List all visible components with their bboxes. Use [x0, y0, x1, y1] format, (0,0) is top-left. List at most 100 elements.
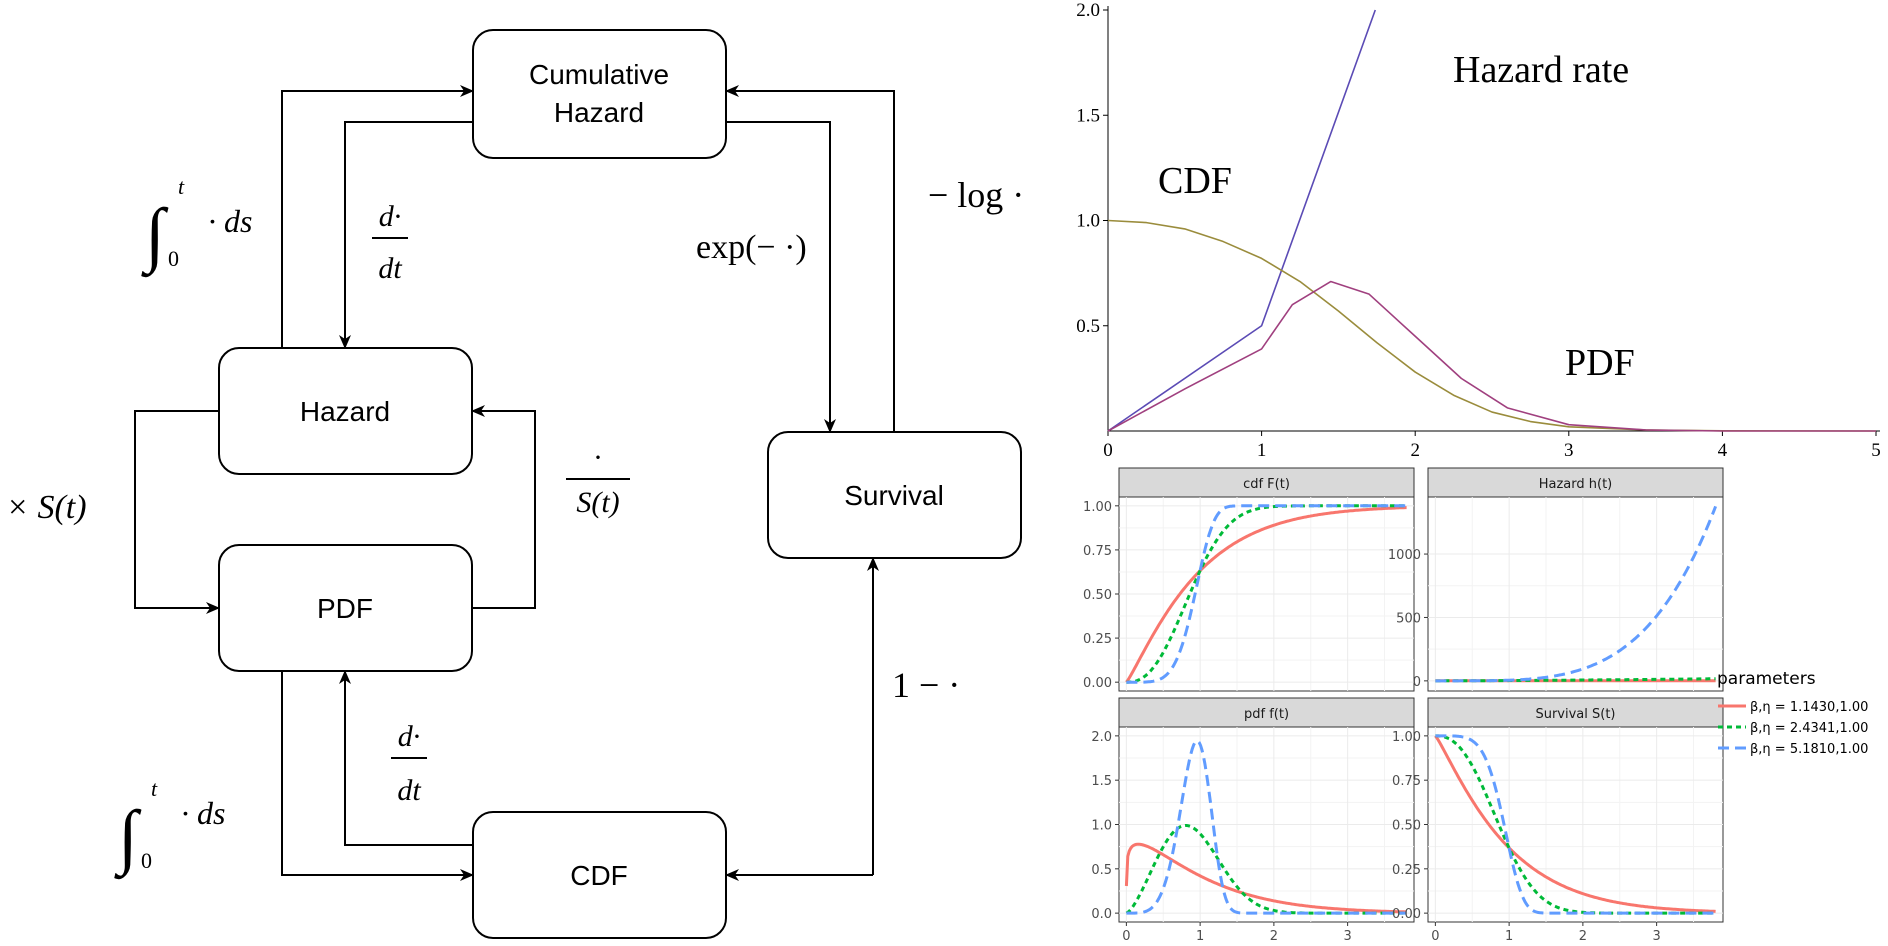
label-derivative-top: d· dt	[372, 200, 408, 285]
label-neg-log: − log ·	[928, 175, 1024, 215]
top-plot-annotation: CDF	[1158, 160, 1232, 202]
facet-y-tick-label: 0.75	[1392, 774, 1421, 789]
facet-title: cdf F(t)	[1243, 477, 1290, 492]
facet-y-tick-label: 0.5	[1091, 863, 1112, 878]
facet-title: Hazard h(t)	[1539, 477, 1613, 492]
node-cdf-label: CDF	[570, 860, 628, 891]
top-plot-x-tick-label: 3	[1564, 440, 1574, 461]
svg-text:dt: dt	[397, 774, 421, 807]
facet-y-tick-label: 0.50	[1392, 819, 1421, 834]
legend-label-0: β,η = 1.1430,1.00	[1750, 700, 1868, 715]
edge-cdf-to-pdf	[339, 670, 473, 846]
node-hazard: Hazard	[218, 347, 473, 475]
node-hazard-label: Hazard	[300, 396, 390, 427]
label-derivative-bottom: d· dt	[391, 720, 427, 807]
facet-y-tick-label: 0.0	[1091, 907, 1112, 922]
facet-y-tick-label: 0.75	[1083, 544, 1112, 559]
facet-y-tick-label: 0.00	[1392, 907, 1421, 922]
label-times-survival: × S(t)	[6, 489, 87, 526]
facet-x-tick-label: 0	[1122, 929, 1130, 944]
svg-text:S(t): S(t)	[576, 486, 619, 519]
svg-text:t: t	[151, 776, 158, 801]
facet-x-tick-label: 0	[1431, 929, 1439, 944]
legend-title: parameters	[1717, 669, 1816, 689]
top-plot-annotation: Hazard rate	[1453, 49, 1629, 91]
top-plot-y-tick-label: 0.5	[1076, 316, 1100, 337]
edge-cumhaz-to-survival	[726, 121, 836, 433]
svg-text:dt: dt	[378, 252, 402, 285]
facet-y-tick-label: 0.00	[1083, 676, 1112, 691]
label-exp-neg: exp(− ·)	[696, 229, 807, 266]
edge-hazard-to-pdf	[134, 410, 220, 614]
node-cdf: CDF	[472, 811, 727, 939]
top-plot-y-tick-label: 1.5	[1076, 105, 1100, 126]
svg-text:0: 0	[141, 848, 152, 873]
edge-cumhaz-to-hazard	[339, 121, 473, 349]
facet-panel-1: Hazard h(t) 0 500 1000	[1388, 467, 1724, 692]
facet-series-2	[1435, 505, 1718, 683]
facet-panel-bg	[1427, 496, 1724, 692]
facet-series-0	[1434, 735, 1716, 913]
top-plot-y-tick-label: 1.0	[1076, 211, 1100, 232]
top-plot-series-pdf	[1107, 280, 1876, 432]
survival-relations-diagram: Cumulative Hazard Hazard PDF Survival CD…	[6, 29, 1024, 939]
svg-text:· ds: · ds	[208, 203, 252, 239]
facet-x-tick-label: 2	[1270, 929, 1278, 944]
edge-pdf-to-hazard	[471, 405, 536, 609]
facet-title: pdf f(t)	[1244, 707, 1289, 722]
facet-y-tick-label: 0.25	[1083, 632, 1112, 647]
svg-text:t: t	[178, 174, 185, 199]
facet-series-0	[1125, 506, 1407, 684]
node-cumulative-hazard-label-2: Hazard	[554, 97, 644, 128]
label-one-minus: 1 − ·	[892, 665, 960, 705]
facet-series-1	[1125, 824, 1407, 915]
facet-x-tick-label: 3	[1652, 929, 1660, 944]
facet-series-0	[1124, 842, 1407, 914]
label-integral-bottom: ∫ t 0 · ds	[114, 776, 225, 880]
svg-text:∫: ∫	[114, 796, 142, 880]
top-plot-series-survival	[1107, 219, 1877, 432]
node-survival: Survival	[767, 431, 1022, 559]
svg-text:·: ·	[593, 441, 603, 474]
facet-y-tick-label: 1000	[1388, 548, 1421, 563]
legend-label-1: β,η = 2.4341,1.00	[1750, 721, 1868, 736]
facet-series-2	[1126, 504, 1407, 684]
facet-y-tick-label: 1.00	[1392, 730, 1421, 745]
facet-x-tick-label: 1	[1196, 929, 1204, 944]
node-pdf: PDF	[218, 544, 473, 672]
facet-panel-0: cdf F(t) 0.00 0.25 0.50 0.75 1.00	[1083, 467, 1415, 692]
node-pdf-label: PDF	[317, 593, 373, 624]
facet-x-tick-label: 2	[1579, 929, 1587, 944]
facet-x-tick-label: 1	[1505, 929, 1513, 944]
facet-y-tick-label: 1.0	[1091, 819, 1112, 834]
top-plot-x-tick-label: 0	[1103, 440, 1113, 461]
facet-strip	[1118, 467, 1415, 498]
top-plot-x-tick-label: 1	[1257, 440, 1267, 461]
top-plot-x-tick-label: 2	[1410, 440, 1420, 461]
facet-panel-2: pdf f(t) 0 1 2 3 0.0 0.5 1.0 1.5 2.0	[1091, 697, 1415, 944]
facet-strip	[1427, 467, 1724, 498]
facet-y-tick-label: 0.50	[1083, 588, 1112, 603]
facet-panel-3: Survival S(t) 0 1 2 3 0.00 0.25 0.50 0.75 1.00	[1392, 697, 1724, 944]
top-plot-series-hazard	[1107, 9, 1377, 432]
facet-y-tick-label: 500	[1396, 611, 1421, 626]
facet-strip	[1427, 697, 1724, 728]
svg-text:0: 0	[168, 246, 179, 271]
facet-y-tick-label: 0.25	[1392, 863, 1421, 878]
node-survival-label: Survival	[844, 480, 944, 511]
facet-strip	[1118, 697, 1415, 728]
facet-y-tick-label: 0	[1413, 675, 1421, 690]
label-integral-top: ∫ t 0 · ds	[141, 174, 252, 278]
top-plot-y-tick-label: 2.0	[1076, 0, 1100, 21]
top-plot-annotation: PDF	[1565, 342, 1635, 384]
legend-label-2: β,η = 5.1810,1.00	[1750, 742, 1868, 757]
facet-x-tick-label: 3	[1343, 929, 1351, 944]
facet-y-tick-label: 2.0	[1091, 730, 1112, 745]
svg-text:d·: d·	[379, 200, 402, 233]
edge-pdf-to-cdf	[281, 671, 474, 881]
svg-text:∫: ∫	[141, 194, 169, 278]
label-over-survival: · S(t)	[566, 441, 630, 519]
edge-survival-to-cumhaz	[725, 85, 895, 432]
top-plot-x-tick-label: 5	[1871, 440, 1881, 461]
